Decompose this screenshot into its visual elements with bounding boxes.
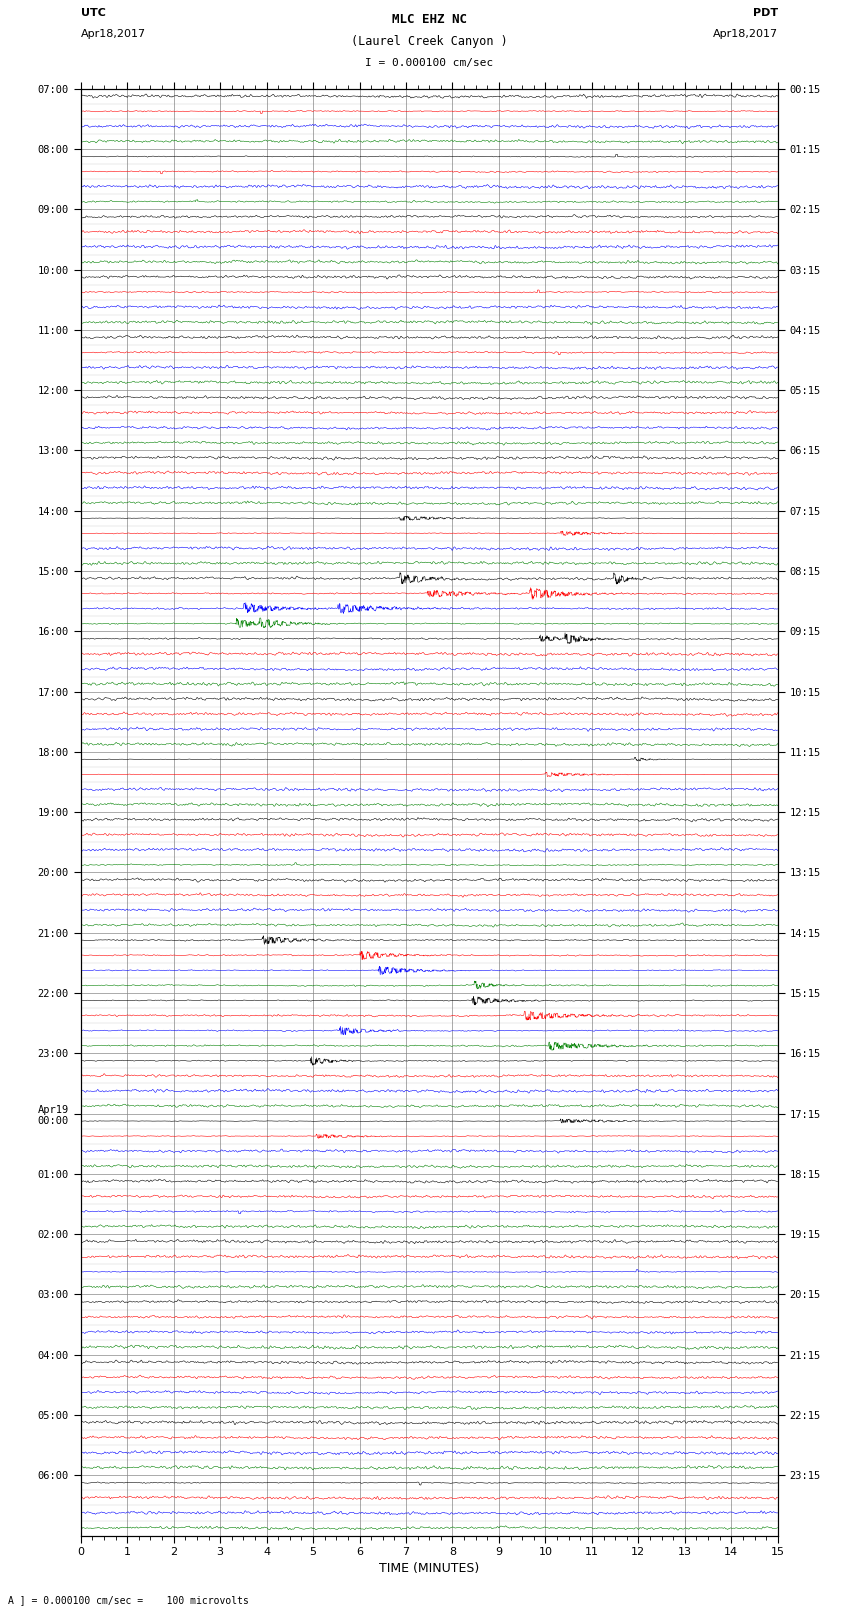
Text: Apr18,2017: Apr18,2017: [712, 29, 778, 39]
Text: A ] = 0.000100 cm/sec =    100 microvolts: A ] = 0.000100 cm/sec = 100 microvolts: [8, 1595, 249, 1605]
X-axis label: TIME (MINUTES): TIME (MINUTES): [379, 1561, 479, 1574]
Text: (Laurel Creek Canyon ): (Laurel Creek Canyon ): [351, 35, 507, 48]
Text: Apr18,2017: Apr18,2017: [81, 29, 146, 39]
Text: UTC: UTC: [81, 8, 105, 18]
Text: PDT: PDT: [752, 8, 778, 18]
Text: I = 0.000100 cm/sec: I = 0.000100 cm/sec: [366, 58, 493, 68]
Text: MLC EHZ NC: MLC EHZ NC: [392, 13, 467, 26]
